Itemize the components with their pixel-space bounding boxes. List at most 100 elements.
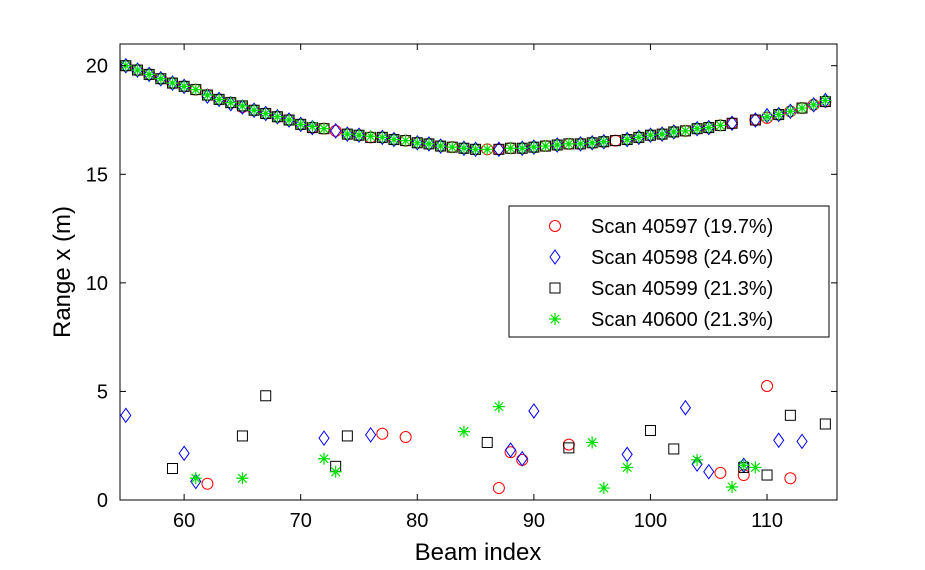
- data-point: [434, 140, 447, 153]
- data-point: [702, 121, 715, 134]
- data-point: [516, 140, 528, 157]
- data-point: [457, 425, 470, 438]
- data-point: [691, 122, 704, 135]
- data-point: [808, 96, 820, 113]
- data-point: [633, 129, 645, 146]
- data-point: [562, 137, 575, 150]
- y-tick-label: 10: [86, 273, 108, 295]
- data-point: [574, 137, 587, 150]
- legend-entry: Scan 40598 (24.6%): [591, 247, 773, 269]
- data-point: [469, 143, 482, 156]
- legend-marker: [549, 313, 561, 325]
- data-point: [492, 482, 505, 495]
- data-point: [131, 64, 144, 77]
- x-tick-label: 70: [290, 510, 312, 532]
- data-point: [644, 127, 657, 144]
- x-tick-label: 110: [751, 510, 783, 532]
- data-point: [726, 115, 738, 132]
- data-point: [749, 461, 762, 474]
- data-point: [586, 134, 598, 151]
- data-point: [422, 137, 435, 150]
- data-point: [376, 131, 389, 144]
- data-point: [295, 116, 307, 133]
- y-tick-label: 20: [86, 56, 108, 78]
- data-point: [586, 436, 599, 449]
- data-point: [353, 127, 365, 144]
- data-point: [353, 129, 365, 142]
- y-tick-label: 0: [97, 490, 108, 512]
- data-point: [423, 136, 435, 152]
- data-point: [644, 129, 657, 142]
- data-point: [224, 96, 237, 109]
- data-point: [318, 122, 331, 135]
- data-point: [621, 133, 634, 146]
- legend-marker: [549, 249, 561, 265]
- data-point: [260, 390, 272, 402]
- data-point: [294, 118, 307, 131]
- data-point: [528, 403, 540, 419]
- data-point: [376, 129, 388, 146]
- x-tick-label: 60: [173, 510, 195, 532]
- data-point: [551, 137, 563, 153]
- data-point: [761, 380, 774, 392]
- data-point: [236, 430, 248, 442]
- data-point: [749, 114, 761, 126]
- data-point: [481, 436, 493, 448]
- plot-frame: [119, 43, 838, 501]
- data-point: [703, 119, 715, 136]
- data-point: [271, 108, 284, 125]
- data-point: [364, 130, 377, 143]
- data-point: [154, 72, 167, 85]
- data-point: [143, 68, 156, 81]
- data-point: [120, 407, 132, 424]
- data-point: [773, 106, 785, 123]
- data-point: [504, 142, 517, 155]
- data-point: [492, 400, 505, 413]
- data-point: [236, 99, 249, 112]
- x-axis-label: Beam index: [415, 539, 542, 566]
- data-point: [609, 135, 621, 147]
- data-point: [714, 466, 727, 479]
- data-point: [493, 141, 505, 158]
- data-point: [387, 133, 400, 146]
- data-point: [784, 103, 796, 120]
- data-point: [516, 450, 528, 467]
- data-point: [306, 119, 318, 136]
- data-point: [656, 126, 668, 142]
- data-point: [201, 89, 214, 102]
- data-point: [457, 142, 470, 155]
- data-point: [679, 399, 692, 416]
- legend-marker: [549, 282, 561, 294]
- data-point: [667, 125, 680, 138]
- data-point: [574, 136, 587, 152]
- data-point: [178, 80, 191, 93]
- data-point: [201, 88, 214, 104]
- y-tick-label: 15: [86, 164, 108, 186]
- data-point: [155, 70, 167, 87]
- data-point: [469, 141, 482, 158]
- data-point: [446, 141, 459, 154]
- legend-entry: Scan 40599 (21.3%): [591, 278, 773, 300]
- data-point: [784, 105, 797, 118]
- data-point: [516, 142, 529, 155]
- data-point: [190, 473, 202, 490]
- data-point: [189, 83, 202, 96]
- data-point: [166, 77, 179, 90]
- data-point: [668, 443, 680, 455]
- data-point: [737, 459, 750, 472]
- legend-box: [508, 205, 830, 338]
- data-point: [773, 432, 785, 449]
- data-point: [143, 66, 155, 83]
- data-point: [225, 95, 237, 112]
- data-point: [819, 94, 832, 107]
- data-point: [283, 114, 296, 126]
- data-point: [819, 418, 831, 430]
- data-point: [621, 461, 634, 474]
- x-tick-label: 90: [523, 510, 545, 532]
- legend-entry: Scan 40597 (19.7%): [591, 216, 773, 238]
- x-tick-label: 80: [406, 510, 428, 532]
- data-point: [236, 472, 249, 485]
- data-point: [318, 430, 330, 446]
- data-point: [784, 472, 797, 485]
- data-point: [166, 463, 178, 475]
